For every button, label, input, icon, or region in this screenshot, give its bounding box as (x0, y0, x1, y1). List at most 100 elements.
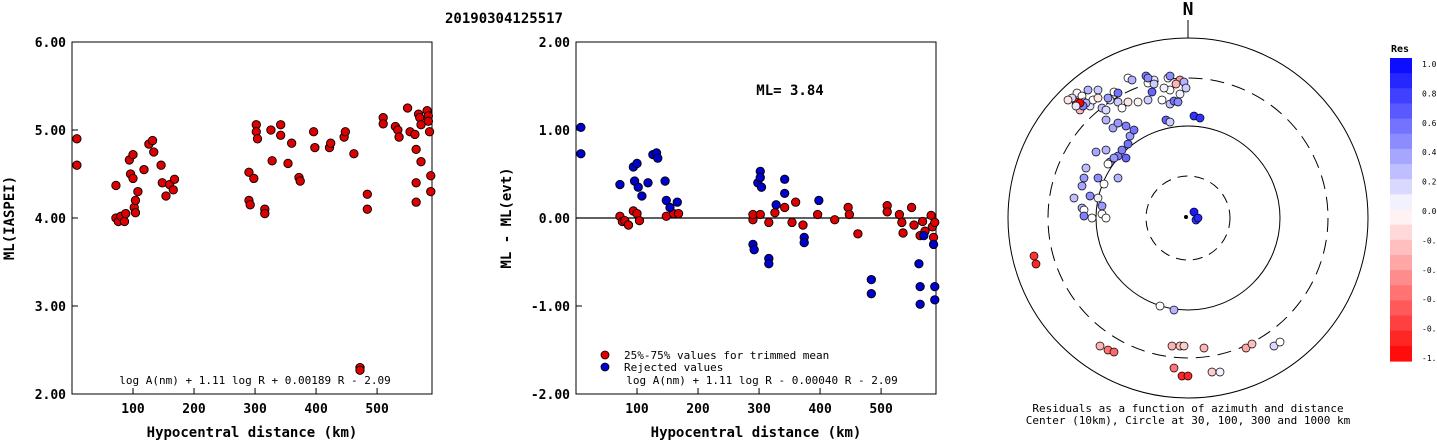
station-marker (1149, 79, 1159, 89)
p2-point (643, 178, 653, 188)
p2-ytick-label: 0.00 (539, 212, 570, 227)
station-marker (1159, 83, 1169, 93)
station-marker (1123, 139, 1133, 149)
station-marker (1179, 341, 1189, 351)
colorbar-label: 0.6 (1422, 119, 1437, 128)
p1-point (72, 134, 82, 144)
p1-point (423, 116, 433, 126)
station-marker (1079, 173, 1089, 183)
p1-point (119, 216, 130, 227)
p2-point (814, 195, 824, 206)
p2-point (866, 289, 876, 299)
station-marker (1207, 367, 1217, 377)
station-marker (1101, 213, 1111, 223)
p1-point (426, 186, 436, 197)
station-marker (1103, 93, 1113, 103)
p2-point (906, 202, 917, 213)
p1-point (244, 167, 254, 177)
p1-ytick-label: 5.00 (35, 124, 66, 139)
epicenter-marker (1184, 215, 1188, 219)
p2-point (749, 245, 759, 255)
colorbar-cell (1390, 148, 1412, 165)
legend-label-trimmed: 25%-75% values for trimmed mean (624, 349, 829, 362)
p1-xtick-label: 400 (304, 402, 328, 417)
station-marker (1083, 85, 1093, 95)
p2-point (914, 259, 924, 269)
station-marker (1143, 95, 1153, 105)
p2-ytick-label: 2.00 (539, 36, 570, 51)
colorbar-label: 0.2 (1422, 178, 1437, 187)
station-marker (1109, 153, 1119, 163)
p1-ytick-label: 4.00 (35, 212, 66, 227)
colorbar-label: 0.8 (1422, 89, 1437, 98)
station-marker (1085, 191, 1095, 201)
colorbar-cell (1390, 133, 1412, 150)
colorbar-cell (1390, 103, 1412, 120)
p1-point (394, 132, 404, 142)
p2-ytick-label: -1.00 (531, 300, 570, 315)
p2-point (665, 202, 675, 213)
p2-point (615, 179, 625, 190)
p2-point (576, 149, 586, 159)
event-id-title: 20190304125517 (445, 11, 563, 27)
p2-xtick-label: 500 (869, 402, 893, 417)
p1-point (139, 164, 149, 175)
station-marker (1193, 213, 1203, 223)
p1-point (130, 195, 141, 206)
p2-xtick-label: 400 (808, 402, 832, 417)
station-marker (1175, 89, 1185, 99)
p1-point (130, 208, 141, 218)
p2-point (853, 229, 863, 239)
p2-point (844, 209, 855, 220)
p1-point (416, 157, 426, 167)
p1-point (121, 208, 131, 219)
p2-point (882, 207, 892, 217)
colorbar-cell (1390, 270, 1412, 286)
station-marker (1157, 95, 1167, 105)
station-marker (1101, 145, 1111, 155)
station-marker (1169, 363, 1179, 373)
station-marker (1117, 145, 1127, 155)
p1-point (111, 180, 121, 191)
station-marker (1029, 251, 1039, 261)
station-marker (1125, 131, 1135, 141)
azimuth-caption-line2: Center (10km), Circle at 30, 100, 300 an… (1026, 414, 1351, 427)
p2-point (812, 209, 823, 220)
station-marker (1095, 341, 1105, 351)
station-marker (1113, 88, 1123, 98)
ring-1000km (1007, 37, 1369, 399)
p2-point (930, 217, 940, 228)
p1-xtick-label: 500 (365, 402, 389, 417)
station-marker (1127, 75, 1137, 85)
p2-point (915, 281, 925, 292)
p2-point (771, 200, 781, 210)
colorbar-cell (1390, 224, 1412, 241)
station-marker (1087, 213, 1097, 223)
azimuth-caption-line1: Residuals as a function of azimuth and d… (1032, 402, 1343, 415)
p2-point (653, 153, 663, 163)
p2-ytick-label: 1.00 (539, 124, 570, 139)
colorbar-labels: 1.0 0.8 0.6 0.4 0.2 0.0 -0.2 -0.4 -0.6 -0.8 -1.0 (1422, 60, 1437, 363)
p2-point (909, 220, 919, 230)
panel2-ylabel: ML - ML(evt) (499, 167, 515, 268)
panel1-xlabel: Hypocentral distance (km) (147, 425, 358, 441)
station-marker (1117, 103, 1127, 113)
station-marker (1103, 159, 1113, 169)
p1-point (326, 138, 336, 148)
p1-point (249, 173, 259, 184)
p2-xtick-label: 300 (747, 402, 771, 417)
p1-point (362, 189, 372, 199)
residual-distance-panel: 100 200 300 400 500 -2.00 -1.00 0.00 1.00 2.00 ML… (499, 36, 940, 441)
p1-point (402, 103, 413, 113)
colorbar-cells (1390, 58, 1412, 362)
p1-point (266, 125, 276, 135)
p1-point (283, 158, 293, 169)
p2-point (576, 122, 586, 133)
colorbar-label: -0.4 (1422, 266, 1437, 275)
p1-point (426, 171, 436, 181)
p1-point (295, 176, 305, 186)
colorbar-label: 1.0 (1422, 60, 1437, 69)
p1-point (310, 142, 320, 153)
colorbar-title: Res (1391, 44, 1409, 55)
colorbar-cell (1390, 194, 1412, 211)
